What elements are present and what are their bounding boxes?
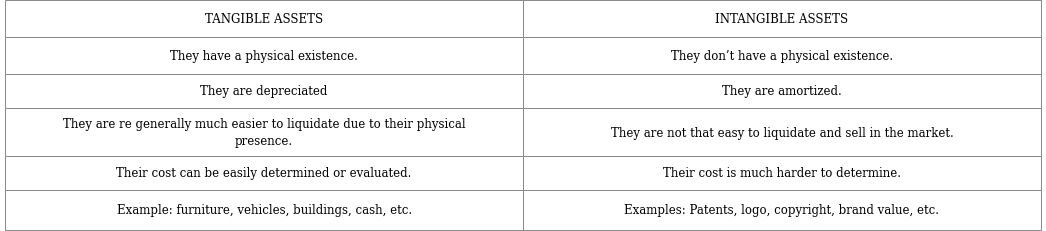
Text: Their cost is much harder to determine.: Their cost is much harder to determine. bbox=[663, 167, 901, 179]
Text: TANGIBLE ASSETS: TANGIBLE ASSETS bbox=[205, 13, 323, 26]
Bar bbox=[5, 1, 523, 38]
Bar bbox=[5, 109, 523, 156]
Text: They are not that easy to liquidate and sell in the market.: They are not that easy to liquidate and … bbox=[611, 126, 953, 139]
Bar bbox=[523, 74, 1041, 109]
Text: They are amortized.: They are amortized. bbox=[722, 85, 842, 98]
Bar bbox=[5, 156, 523, 190]
Text: They are re generally much easier to liquidate due to their physical
presence.: They are re generally much easier to liq… bbox=[63, 118, 465, 147]
Bar bbox=[523, 38, 1041, 74]
Bar bbox=[523, 1, 1041, 38]
Text: They have a physical existence.: They have a physical existence. bbox=[170, 50, 358, 63]
Bar bbox=[5, 74, 523, 109]
Bar bbox=[523, 156, 1041, 190]
Text: Example: furniture, vehicles, buildings, cash, etc.: Example: furniture, vehicles, buildings,… bbox=[116, 204, 412, 216]
Bar bbox=[5, 190, 523, 230]
Bar bbox=[523, 109, 1041, 156]
Text: Their cost can be easily determined or evaluated.: Their cost can be easily determined or e… bbox=[116, 167, 412, 179]
Bar bbox=[5, 38, 523, 74]
Text: INTANGIBLE ASSETS: INTANGIBLE ASSETS bbox=[715, 13, 848, 26]
Text: They are depreciated: They are depreciated bbox=[201, 85, 327, 98]
Text: Examples: Patents, logo, copyright, brand value, etc.: Examples: Patents, logo, copyright, bran… bbox=[624, 204, 939, 216]
Bar bbox=[523, 190, 1041, 230]
Text: They don’t have a physical existence.: They don’t have a physical existence. bbox=[670, 50, 893, 63]
